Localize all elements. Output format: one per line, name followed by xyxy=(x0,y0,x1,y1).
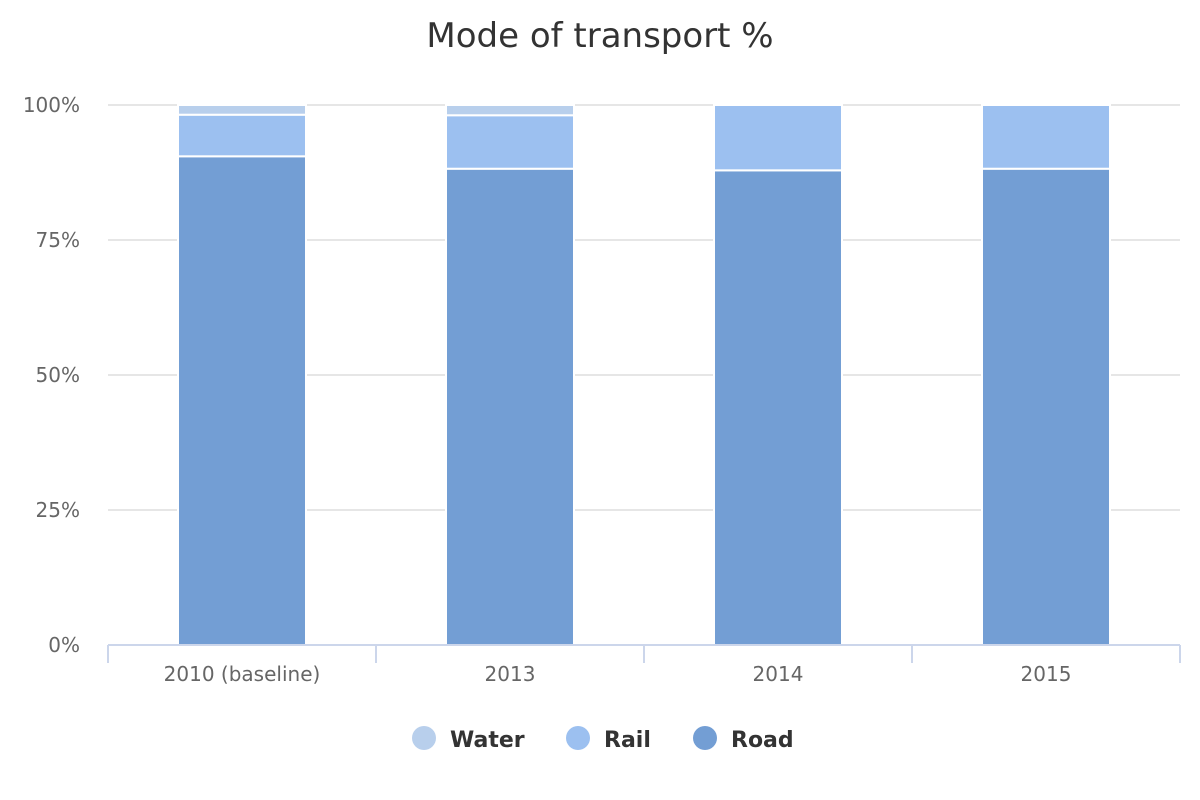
y-tick-label: 0% xyxy=(48,633,80,657)
bars xyxy=(177,104,1111,647)
y-axis-labels: 0% 25% 50% 75% 100% xyxy=(23,93,80,657)
x-tick-label: 2010 (baseline) xyxy=(164,662,321,686)
y-tick-label: 75% xyxy=(36,228,80,252)
x-axis-labels: 2010 (baseline) 2013 2014 2015 xyxy=(164,662,1072,686)
bar-road[interactable] xyxy=(177,155,307,647)
x-axis xyxy=(107,644,1181,663)
y-tick-label: 100% xyxy=(23,93,80,117)
legend-item-rail[interactable]: Rail xyxy=(566,726,651,753)
x-tick-label: 2015 xyxy=(1021,662,1072,686)
y-tick-label: 25% xyxy=(36,498,80,522)
bar-water[interactable] xyxy=(445,104,575,117)
x-tick-label: 2014 xyxy=(753,662,804,686)
bar-rail[interactable] xyxy=(445,114,575,170)
legend[interactable]: Water Rail Road xyxy=(412,726,794,753)
bar-road[interactable] xyxy=(981,167,1111,646)
chart-title: Mode of transport % xyxy=(426,16,773,56)
legend-marker xyxy=(693,726,717,750)
bar-road[interactable] xyxy=(445,167,575,646)
legend-item-road[interactable]: Road xyxy=(693,726,794,753)
bar-rail[interactable] xyxy=(713,104,843,172)
bar-water[interactable] xyxy=(177,104,307,116)
bar-rail[interactable] xyxy=(981,104,1111,170)
legend-label: Water xyxy=(450,728,525,753)
legend-item-water[interactable]: Water xyxy=(412,726,525,753)
legend-marker xyxy=(566,726,590,750)
bar-road[interactable] xyxy=(713,169,843,646)
y-tick-label: 50% xyxy=(36,363,80,387)
legend-marker xyxy=(412,726,436,750)
legend-label: Rail xyxy=(604,728,651,753)
bar-rail[interactable] xyxy=(177,113,307,158)
legend-label: Road xyxy=(731,728,794,753)
x-tick-label: 2013 xyxy=(485,662,536,686)
